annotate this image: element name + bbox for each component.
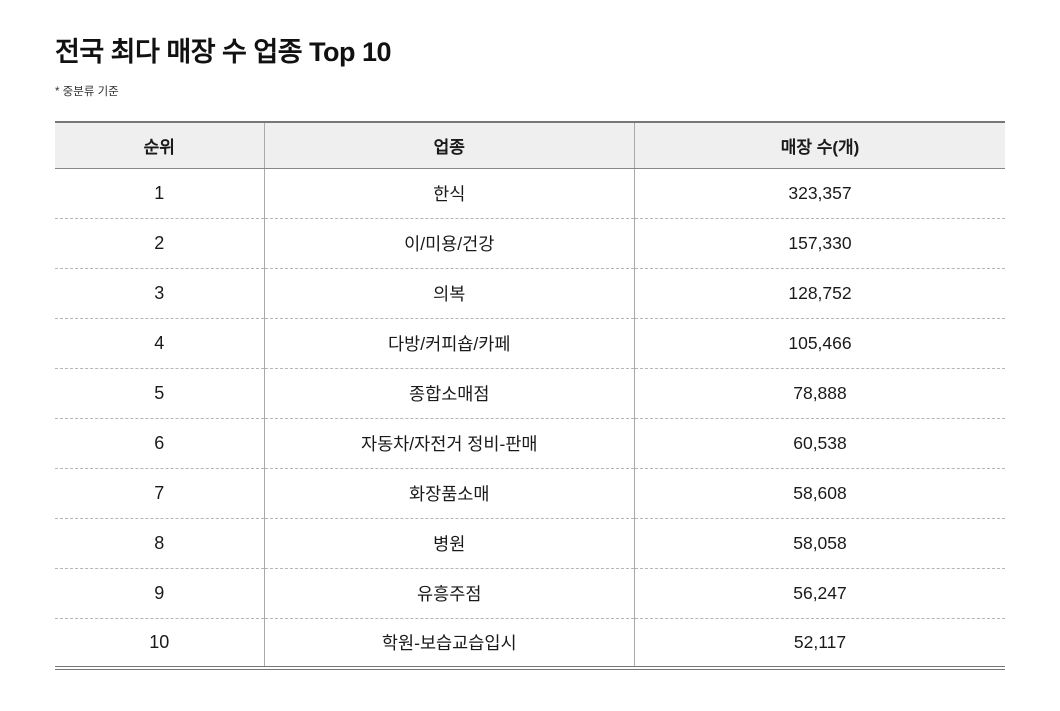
cell-category: 학원-보습교습입시 [263, 617, 635, 669]
cell-category: 다방/커피숍/카페 [263, 317, 635, 369]
page-note: * 중분류 기준 [55, 86, 119, 99]
column-header-rank: 순위 [55, 122, 264, 169]
page-title: 전국 최다 매장 수 업종 Top 10 [55, 37, 392, 67]
cell-rank: 2 [55, 217, 264, 269]
cell-store-count: 52,117 [634, 617, 1005, 669]
table-row: 5 종합소매점 78,888 [55, 367, 1005, 419]
cell-rank: 7 [55, 467, 264, 519]
cell-store-count: 56,247 [634, 567, 1005, 619]
cell-store-count: 58,608 [634, 467, 1005, 519]
cell-category: 의복 [263, 267, 635, 319]
table-row: 3 의복 128,752 [55, 267, 1005, 319]
cell-rank: 3 [55, 267, 264, 319]
cell-rank: 6 [55, 417, 264, 469]
cell-rank: 1 [154, 182, 165, 203]
cell-store-count: 60,538 [634, 417, 1005, 469]
cell-category: 자동차/자전거 정비-판매 [263, 417, 635, 469]
page: 전국 최다 매장 수 업종 Top 10 * 중분류 기준 순위 업종 매장 수… [55, 37, 1005, 671]
table-row: 2 이/미용/건강 157,330 [55, 217, 1005, 269]
cell-rank: 8 [55, 517, 264, 569]
cell-store-count: 128,752 [634, 267, 1005, 319]
cell-store-count: 78,888 [634, 367, 1005, 419]
cell-rank: 4 [55, 317, 264, 369]
cell-rank: 10 [55, 617, 264, 669]
table-row: 8 병원 58,058 [55, 517, 1005, 569]
cell-category: 병원 [263, 517, 635, 569]
cell-rank: 9 [55, 567, 264, 619]
table-header-row: 순위 업종 매장 수(개) [55, 122, 1005, 169]
cell-store-count: 58,058 [634, 517, 1005, 569]
column-header-category: 업종 [263, 122, 635, 169]
cell-category: 유흥주점 [263, 567, 635, 619]
table-row: 10 학원-보습교습입시 52,117 [55, 617, 1005, 669]
cell-category: 화장품소매 [263, 467, 635, 519]
table-row: 6 자동차/자전거 정비-판매 60,538 [55, 417, 1005, 469]
top10-table: 순위 업종 매장 수(개) 1 한식 323,357 2 이/미용/건강 157,330 3… [55, 121, 1005, 671]
table-row: 1 한식 323,357 [55, 168, 1005, 219]
cell-category: 종합소매점 [263, 367, 635, 419]
cell-store-count: 157,330 [634, 217, 1005, 269]
cell-store-count: 105,466 [634, 317, 1005, 369]
column-header-store-count: 매장 수(개) [634, 122, 1005, 169]
table-row: 7 화장품소매 58,608 [55, 467, 1005, 519]
cell-store-count: 323,357 [634, 168, 1005, 219]
table-row: 9 유흥주점 56,247 [55, 567, 1005, 619]
cell-rank: 5 [55, 367, 264, 419]
table-body: 1 한식 323,357 2 이/미용/건강 157,330 3 의복 128,752 4 다방/커… [55, 168, 1005, 669]
cell-category: 이/미용/건강 [263, 217, 635, 269]
cell-category: 한식 [263, 168, 635, 219]
table-row: 4 다방/커피숍/카페 105,466 [55, 317, 1005, 369]
